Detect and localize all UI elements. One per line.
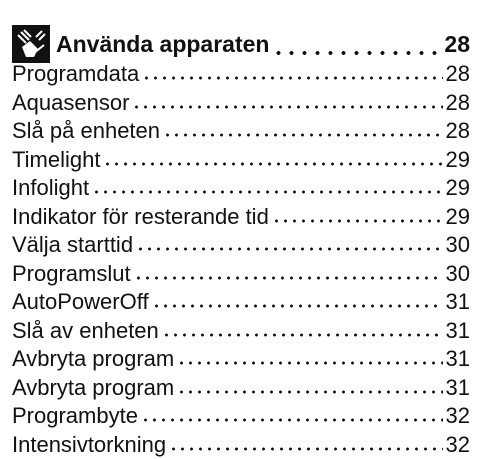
entry-page: 29 bbox=[445, 203, 470, 229]
entry-page: 28 bbox=[445, 61, 470, 86]
entry-title: Välja starttid bbox=[12, 232, 134, 257]
dot-leader bbox=[163, 132, 443, 138]
entry-title: Avbryta program bbox=[12, 346, 175, 371]
entry-title: Intensivtorkning bbox=[12, 431, 167, 457]
section-page: 28 bbox=[444, 30, 470, 57]
dot-leader bbox=[132, 103, 443, 110]
entry-title: Avbryta program bbox=[12, 374, 175, 400]
entry-title: AutoPowerOff bbox=[12, 289, 149, 314]
dot-leader bbox=[140, 417, 443, 423]
toc-entry: Intensivtorkning 32 bbox=[12, 430, 470, 458]
toc-entry: Programslut 30 bbox=[12, 259, 470, 287]
toc-entry: Slå av enheten 31 bbox=[12, 316, 470, 344]
entry-page: 30 bbox=[445, 260, 470, 286]
entry-title: Programdata bbox=[12, 61, 140, 86]
dot-leader bbox=[103, 160, 443, 167]
section-title: Använda apparaten bbox=[56, 30, 270, 57]
toc-entry: Avbryta program 31 bbox=[12, 373, 470, 401]
dot-leader bbox=[142, 75, 443, 81]
entry-page: 31 bbox=[445, 317, 470, 343]
entry-title: Timelight bbox=[12, 146, 101, 172]
entry-title: Infolight bbox=[12, 175, 90, 200]
toc-entry: Programdata 28 bbox=[12, 59, 470, 87]
entry-page: 29 bbox=[445, 175, 470, 200]
toc-entry: Indikator för resterande tid 29 bbox=[12, 202, 470, 230]
toc-entry: Avbryta program 31 bbox=[12, 344, 470, 372]
dot-leader bbox=[136, 246, 443, 252]
toc-entry: Timelight 29 bbox=[12, 145, 470, 173]
entry-title: Programslut bbox=[12, 260, 131, 286]
entry-page: 28 bbox=[445, 118, 470, 143]
entry-title: Indikator för resterande tid bbox=[12, 203, 269, 229]
section-icon bbox=[12, 25, 50, 63]
entry-title: Slå av enheten bbox=[12, 317, 159, 343]
entry-title: Programbyte bbox=[12, 403, 138, 428]
dot-leader bbox=[169, 445, 443, 452]
toc-entry: Programbyte 32 bbox=[12, 401, 470, 429]
entry-page: 31 bbox=[445, 289, 470, 314]
toc-entry: Aquasensor 28 bbox=[12, 88, 470, 116]
entry-page: 28 bbox=[445, 89, 470, 115]
toc-entry: Infolight 29 bbox=[12, 173, 470, 201]
dot-leader bbox=[272, 50, 442, 56]
toc-entry: AutoPowerOff 31 bbox=[12, 287, 470, 315]
entry-title: Aquasensor bbox=[12, 89, 130, 115]
entry-page: 29 bbox=[445, 146, 470, 172]
dot-leader bbox=[177, 360, 443, 366]
entry-title: Slå på enheten bbox=[12, 118, 161, 143]
dot-leader bbox=[161, 331, 443, 338]
dot-leader bbox=[271, 217, 443, 224]
toc-entry: Välja starttid 30 bbox=[12, 230, 470, 258]
entry-page: 32 bbox=[445, 403, 470, 428]
dot-leader bbox=[177, 388, 443, 395]
entry-page: 31 bbox=[445, 346, 470, 371]
dot-leader bbox=[133, 274, 443, 281]
toc-entry: Slå på enheten 28 bbox=[12, 116, 470, 144]
entry-page: 31 bbox=[445, 374, 470, 400]
entry-page: 32 bbox=[445, 431, 470, 457]
entry-page: 30 bbox=[445, 232, 470, 257]
section-heading: Använda apparaten 28 bbox=[12, 24, 470, 64]
dot-leader bbox=[151, 303, 443, 309]
dot-leader bbox=[92, 189, 443, 195]
